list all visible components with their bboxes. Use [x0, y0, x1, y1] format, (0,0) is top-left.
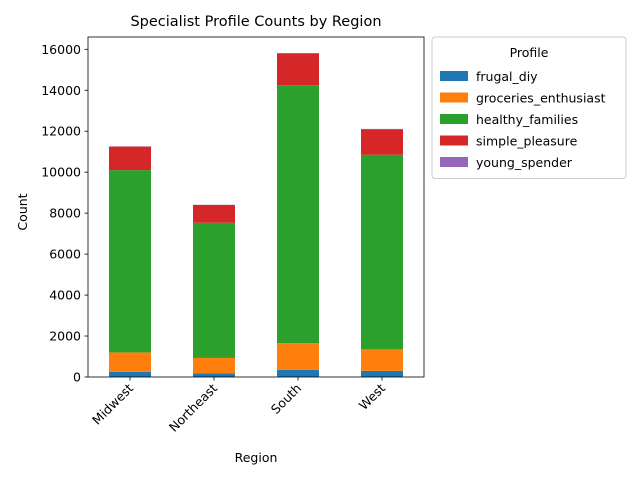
bar-simple_pleasure-midwest — [109, 146, 151, 171]
y-tick-label: 4000 — [49, 288, 81, 303]
legend-swatch-healthy_families — [440, 114, 468, 124]
legend-swatch-frugal_diy — [440, 71, 468, 81]
bar-frugal_diy-west — [361, 370, 403, 377]
y-tick-label: 6000 — [49, 247, 81, 262]
y-tick-label: 2000 — [49, 329, 81, 344]
legend-label-groceries_enthusiast: groceries_enthusiast — [476, 91, 606, 106]
legend-label-frugal_diy: frugal_diy — [476, 69, 538, 84]
y-tick-label: 16000 — [41, 42, 81, 57]
bar-healthy_families-midwest — [109, 170, 151, 353]
bar-groceries_enthusiast-midwest — [109, 352, 151, 372]
legend-label-healthy_families: healthy_families — [476, 112, 578, 127]
bar-frugal_diy-northeast — [193, 373, 235, 377]
legend: Profile frugal_diy groceries_enthusiasthea… — [431, 36, 627, 179]
y-axis: 0 2000 4000 6000 8000 10000 12000 14000 16000 — [41, 42, 88, 385]
legend-swatch-young_spender — [440, 157, 468, 167]
legend-box — [431, 36, 627, 179]
bar-simple_pleasure-northeast — [193, 204, 235, 223]
bar-simple_pleasure-south — [277, 53, 319, 86]
y-tick-label: 14000 — [41, 83, 81, 98]
legend-title: Profile — [510, 45, 549, 60]
bar-healthy_families-northeast — [193, 222, 235, 358]
x-axis-label: Region — [235, 450, 278, 465]
legend-label-simple_pleasure: simple_pleasure — [476, 134, 578, 149]
bar-healthy_families-south — [277, 85, 319, 344]
bar-groceries_enthusiast-south — [277, 343, 319, 370]
bar-frugal_diy-midwest — [109, 371, 151, 377]
y-tick-label: 12000 — [41, 124, 81, 139]
y-tick-label: 10000 — [41, 165, 81, 180]
bar-healthy_families-west — [361, 154, 403, 350]
plot-frame — [87, 36, 425, 378]
bar-simple_pleasure-west — [361, 129, 403, 155]
y-tick-label: 8000 — [49, 206, 81, 221]
bar-groceries_enthusiast-west — [361, 349, 403, 371]
y-tick-label: 0 — [73, 370, 81, 385]
y-axis-label: Count — [15, 193, 30, 230]
bar-frugal_diy-south — [277, 369, 319, 377]
legend-swatch-simple_pleasure — [440, 135, 468, 146]
legend-swatch-groceries_enthusiast — [440, 92, 468, 103]
legend-label-young_spender: young_spender — [476, 155, 573, 170]
chart-title: Specialist Profile Counts by Region — [130, 14, 381, 30]
bar-groceries_enthusiast-northeast — [193, 357, 235, 374]
plot-area — [87, 36, 425, 378]
